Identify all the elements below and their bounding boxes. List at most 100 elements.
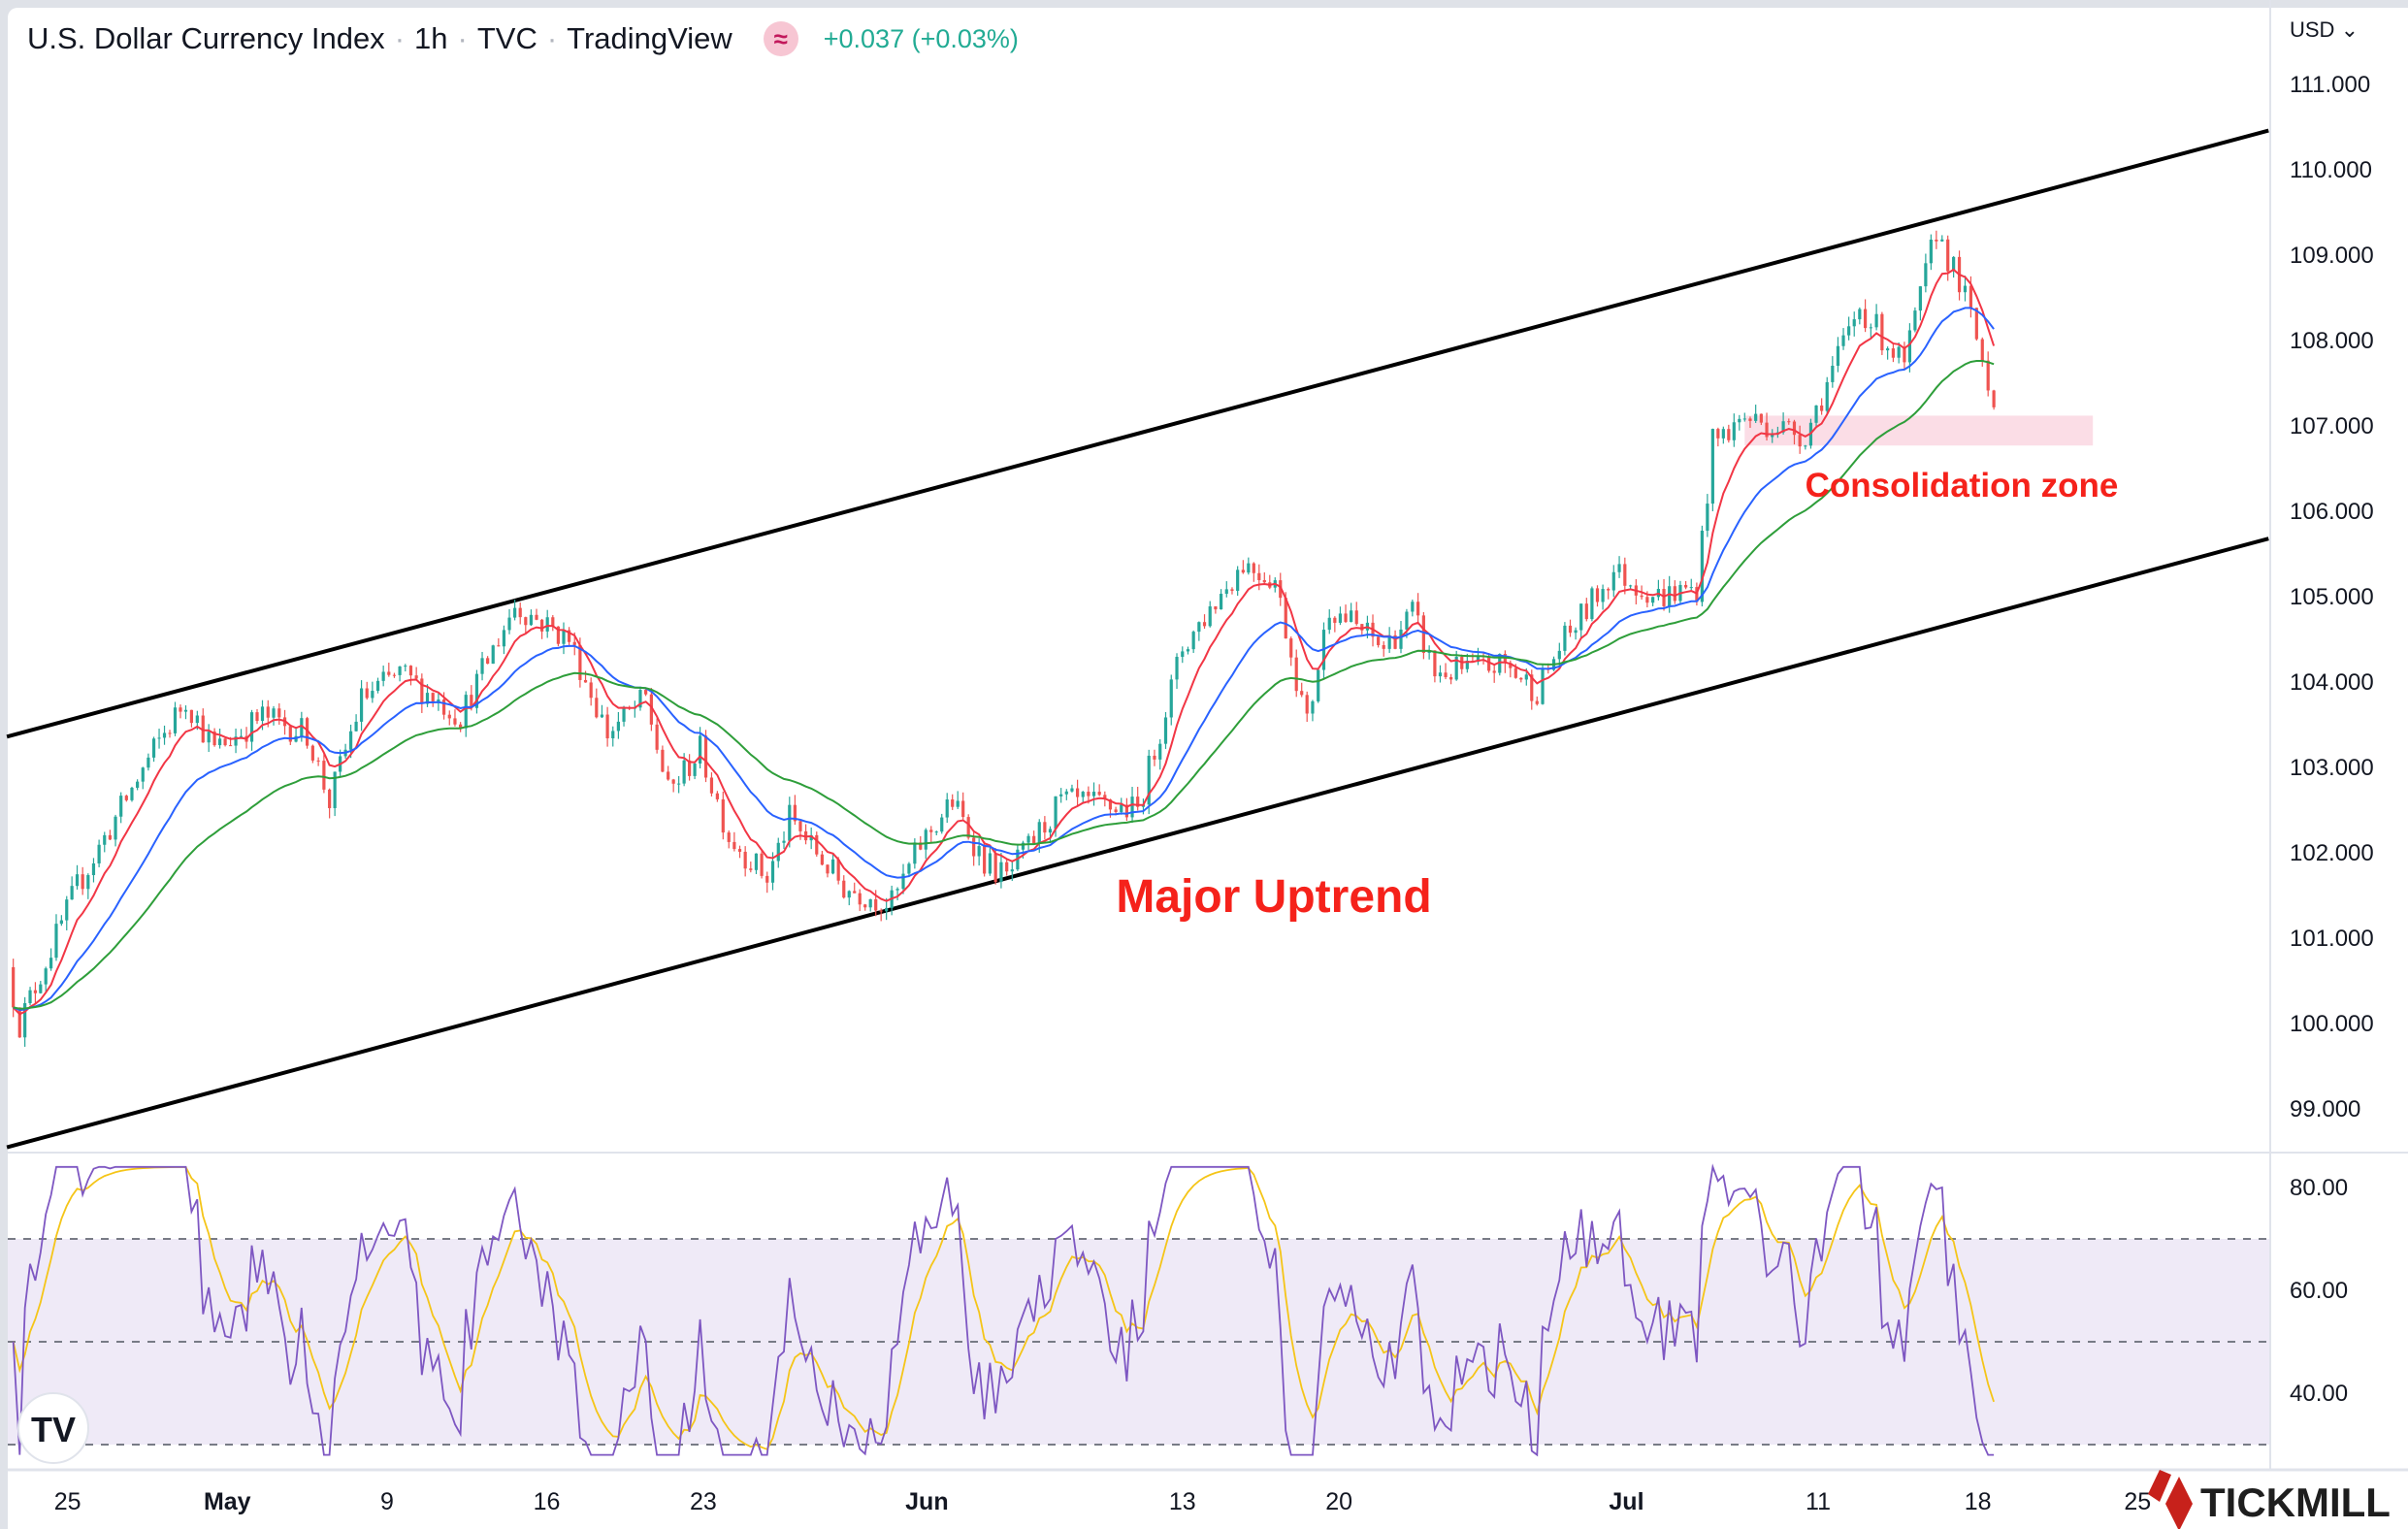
candle-body: [1026, 835, 1030, 843]
candle-body: [1706, 504, 1709, 532]
candle-body: [1294, 657, 1298, 692]
candle-body: [354, 721, 358, 732]
candle-body: [23, 1003, 27, 1038]
candle-body: [300, 718, 304, 736]
candle-body: [1841, 335, 1845, 346]
candle-body: [1163, 717, 1168, 744]
candle-body: [1929, 239, 1933, 264]
candle-body: [1064, 791, 1068, 795]
candle-body: [972, 837, 976, 857]
candle-body: [1519, 677, 1523, 680]
candle-body: [207, 732, 211, 743]
price-tick-label: 103.000: [2290, 755, 2374, 781]
time-tick-label: 16: [534, 1488, 561, 1515]
candle-body: [420, 678, 424, 704]
candle-body: [737, 849, 742, 852]
candle-body: [1980, 339, 1984, 361]
candle-body: [1651, 597, 1655, 603]
candle-body: [173, 707, 178, 733]
candle-body: [913, 842, 917, 864]
candle-body: [348, 731, 353, 750]
moving-average-line-3: [13, 360, 1995, 1010]
candle-body: [1236, 569, 1240, 592]
candle-body: [328, 789, 332, 808]
candle-body: [671, 779, 675, 784]
candle-body: [732, 841, 736, 850]
candle-body: [1924, 263, 1928, 287]
candle-body: [1284, 598, 1287, 639]
candle-body: [1405, 611, 1409, 630]
candle-body: [136, 781, 140, 788]
candle-body: [1668, 586, 1672, 606]
candle-body: [239, 735, 244, 737]
candle-body: [688, 760, 692, 776]
candle-body: [1738, 418, 1741, 423]
candle-body: [183, 709, 188, 712]
candle-body: [1907, 330, 1912, 363]
tradingview-logo[interactable]: TV: [17, 1392, 89, 1464]
candle-body: [556, 626, 561, 644]
candles: [12, 230, 1996, 1047]
candle-body: [1354, 610, 1358, 625]
price-tick-label: 99.000: [2290, 1096, 2360, 1122]
candle-body: [826, 864, 830, 874]
approx-icon[interactable]: ≈: [763, 21, 798, 56]
candle-body: [371, 691, 374, 699]
candle-body: [17, 1007, 21, 1038]
candle-body: [459, 724, 463, 729]
candle-body: [545, 617, 549, 632]
candle-body: [1054, 796, 1058, 830]
candle-body: [693, 763, 697, 776]
candle-body: [760, 853, 764, 876]
candle-body: [1913, 310, 1917, 331]
major-uptrend-label: Major Uptrend: [1116, 871, 1431, 923]
interval[interactable]: 1h: [414, 21, 448, 55]
candle-body: [1181, 651, 1185, 658]
candle-body: [605, 714, 609, 739]
currency-label: USD: [2290, 17, 2335, 42]
candle-body: [644, 690, 648, 695]
candle-body: [1252, 563, 1255, 573]
candle-body: [1710, 429, 1714, 504]
candle-body: [1969, 285, 1973, 309]
candle-body: [661, 749, 665, 772]
candle-body: [1563, 625, 1567, 651]
candle-body: [44, 968, 48, 985]
candle-body: [234, 736, 238, 746]
candle-body: [1091, 792, 1096, 797]
candle-body: [1645, 597, 1649, 603]
candle-body: [1601, 589, 1605, 602]
price-change: +0.037 (+0.03%): [823, 23, 1019, 53]
price-tick-label: 105.000: [2290, 584, 2374, 610]
candle-body: [820, 854, 824, 865]
candle-body: [1136, 797, 1140, 807]
candle-body: [743, 851, 747, 869]
candle-body: [249, 712, 254, 742]
candle-body: [1918, 286, 1922, 311]
candle-body: [1224, 589, 1228, 595]
candle-body: [667, 771, 670, 780]
candle-body: [81, 874, 84, 890]
candle-body: [1880, 313, 1884, 351]
time-tick-label: 25: [54, 1488, 81, 1515]
candle-body: [809, 834, 813, 841]
candle-body: [754, 853, 759, 870]
candle-body: [1858, 309, 1862, 320]
candle-body: [49, 958, 53, 969]
candle-body: [114, 816, 117, 840]
candle-body: [1742, 418, 1746, 420]
candle-body: [59, 920, 63, 925]
candle-body: [151, 738, 156, 758]
candle-body: [1935, 239, 1938, 242]
candle-body: [12, 966, 16, 1008]
candle-body: [815, 834, 819, 855]
currency-selector[interactable]: USD ⌄: [2290, 17, 2359, 43]
candle-body: [1748, 418, 1752, 421]
symbol-name[interactable]: U.S. Dollar Currency Index: [27, 21, 385, 55]
rsi-band-fill: [8, 1239, 2270, 1445]
candle-body: [1869, 327, 1872, 329]
candle-body: [885, 907, 889, 912]
candle-body: [1662, 589, 1666, 606]
candle-body: [381, 671, 385, 681]
